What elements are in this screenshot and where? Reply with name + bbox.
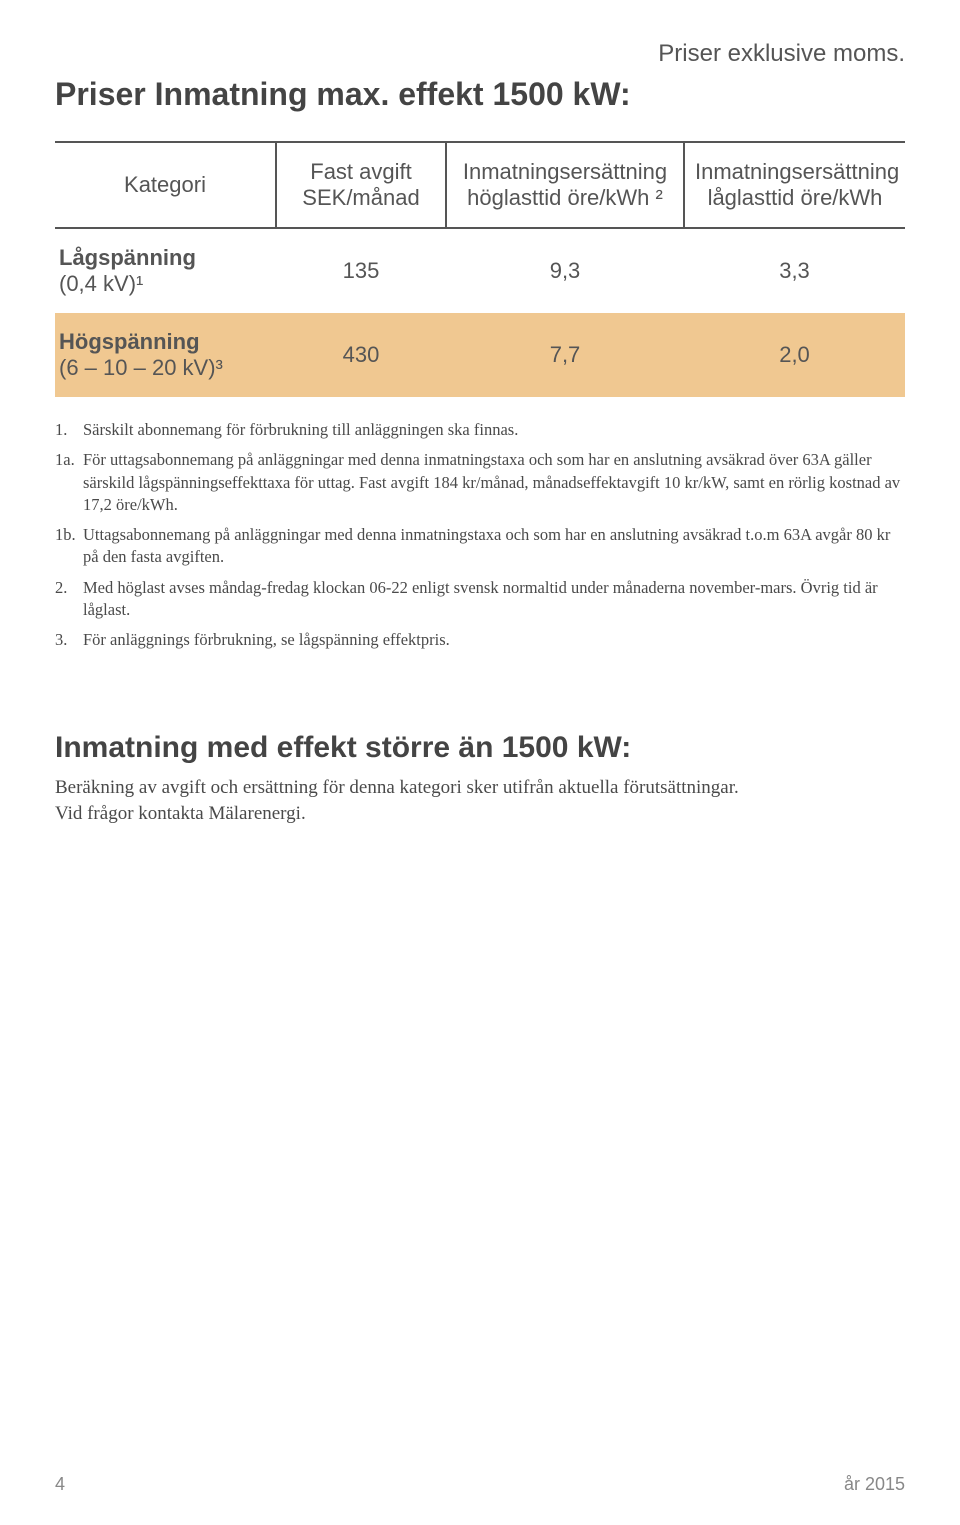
section-heading: Inmatning med effekt större än 1500 kW: [55, 731, 905, 765]
page-title: Priser Inmatning max. effekt 1500 kW: [55, 76, 905, 113]
year-label: år 2015 [844, 1474, 905, 1495]
footnote-num: 3. [55, 629, 83, 651]
table-row: Högspänning (6 – 10 – 20 kV)³ 430 7,7 2,… [55, 313, 905, 397]
footnote-num: 2. [55, 577, 83, 622]
header-laglast: Inmatningsersättning låglasttid öre/kWh [684, 142, 905, 228]
footnotes: 1. Särskilt abonnemang för förbrukning t… [55, 419, 905, 651]
cat-line2: (0,4 kV)¹ [59, 271, 266, 297]
header-sub: SEK/månad [287, 185, 435, 211]
footnote-text: För uttagsabonnemang på anläggningar med… [83, 449, 905, 516]
footnote-num: 1a. [55, 449, 83, 516]
header-text: Kategori [65, 172, 265, 198]
cell-value: 430 [276, 313, 446, 397]
cell-value: 2,0 [684, 313, 905, 397]
footnote-text: För anläggnings förbrukning, se lågspänn… [83, 629, 905, 651]
footnote: 1b. Uttagsabonnemang på anläggningar med… [55, 524, 905, 569]
header-hoglast: Inmatningsersättning höglasttid öre/kWh … [446, 142, 684, 228]
cell-value: 9,3 [446, 228, 684, 313]
header-text: Inmatningsersättning [457, 159, 673, 185]
footnote: 1a. För uttagsabonnemang på anläggningar… [55, 449, 905, 516]
footnote: 1. Särskilt abonnemang för förbrukning t… [55, 419, 905, 441]
page-footer: 4 år 2015 [55, 1474, 905, 1495]
cell-value: 7,7 [446, 313, 684, 397]
header-fastavgift: Fast avgift SEK/månad [276, 142, 446, 228]
header-kategori: Kategori [55, 142, 276, 228]
cell-value: 135 [276, 228, 446, 313]
footnote-num: 1. [55, 419, 83, 441]
header-sub: höglasttid öre/kWh ² [457, 185, 673, 211]
cell-category: Högspänning (6 – 10 – 20 kV)³ [55, 313, 276, 397]
price-table: Kategori Fast avgift SEK/månad Inmatning… [55, 141, 905, 397]
body-line: Beräkning av avgift och ersättning för d… [55, 777, 739, 798]
footnote-text: Med höglast avses måndag-fredag klockan … [83, 577, 905, 622]
footnote-num: 1b. [55, 524, 83, 569]
section-body: Beräkning av avgift och ersättning för d… [55, 775, 905, 826]
table-row: Lågspänning (0,4 kV)¹ 135 9,3 3,3 [55, 228, 905, 313]
footnote-text: Uttagsabonnemang på anläggningar med den… [83, 524, 905, 569]
footnote: 2. Med höglast avses måndag-fredag klock… [55, 577, 905, 622]
cell-value: 3,3 [684, 228, 905, 313]
cat-line1: Lågspänning [59, 245, 266, 271]
body-line: Vid frågor kontakta Mälarenergi. [55, 803, 306, 824]
vat-note: Priser exklusive moms. [55, 40, 905, 68]
page-number: 4 [55, 1474, 65, 1495]
table-header-row: Kategori Fast avgift SEK/månad Inmatning… [55, 142, 905, 228]
header-sub: låglasttid öre/kWh [695, 185, 895, 211]
header-text: Fast avgift [287, 159, 435, 185]
footnote-text: Särskilt abonnemang för förbrukning till… [83, 419, 905, 441]
header-text: Inmatningsersättning [695, 159, 895, 185]
cat-line1: Högspänning [59, 329, 266, 355]
footnote: 3. För anläggnings förbrukning, se lågsp… [55, 629, 905, 651]
cell-category: Lågspänning (0,4 kV)¹ [55, 228, 276, 313]
cat-line2: (6 – 10 – 20 kV)³ [59, 355, 266, 381]
